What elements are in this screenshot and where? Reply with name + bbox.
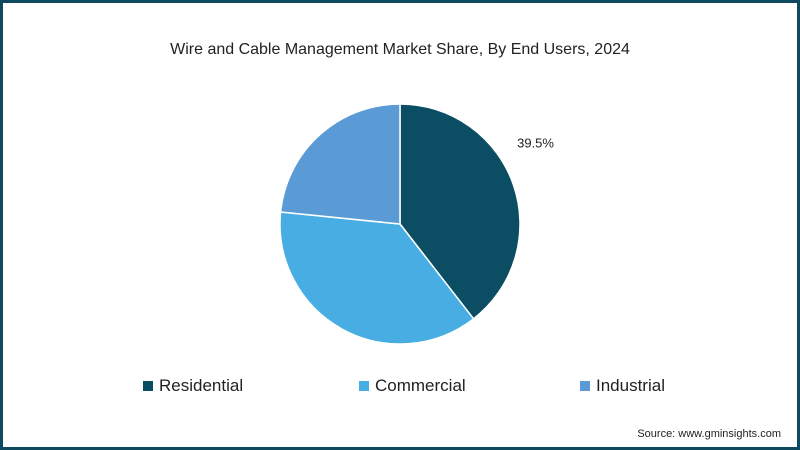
legend-item-residential: Residential (143, 376, 243, 396)
chart-title: Wire and Cable Management Market Share, … (170, 41, 630, 58)
pie-slice-industrial (279, 103, 401, 225)
legend-label: Industrial (596, 376, 665, 395)
pie-slice-residential (399, 103, 521, 320)
legend-item-commercial: Commercial (359, 376, 466, 396)
pie-chart: 39.5% (279, 103, 554, 345)
source-note: Source: www.gminsights.com (637, 428, 781, 440)
legend-label: Residential (159, 376, 244, 395)
legend-item-industrial: Industrial (580, 376, 665, 396)
legend-label: Commercial (375, 376, 466, 395)
legend-swatch-industrial (580, 381, 590, 391)
data-label-residential: 39.5% (517, 135, 554, 150)
legend: Residential Commercial Industrial (3, 376, 797, 396)
pie-slice-commercial (279, 211, 475, 345)
legend-swatch-residential (143, 381, 153, 391)
legend-swatch-commercial (359, 381, 369, 391)
